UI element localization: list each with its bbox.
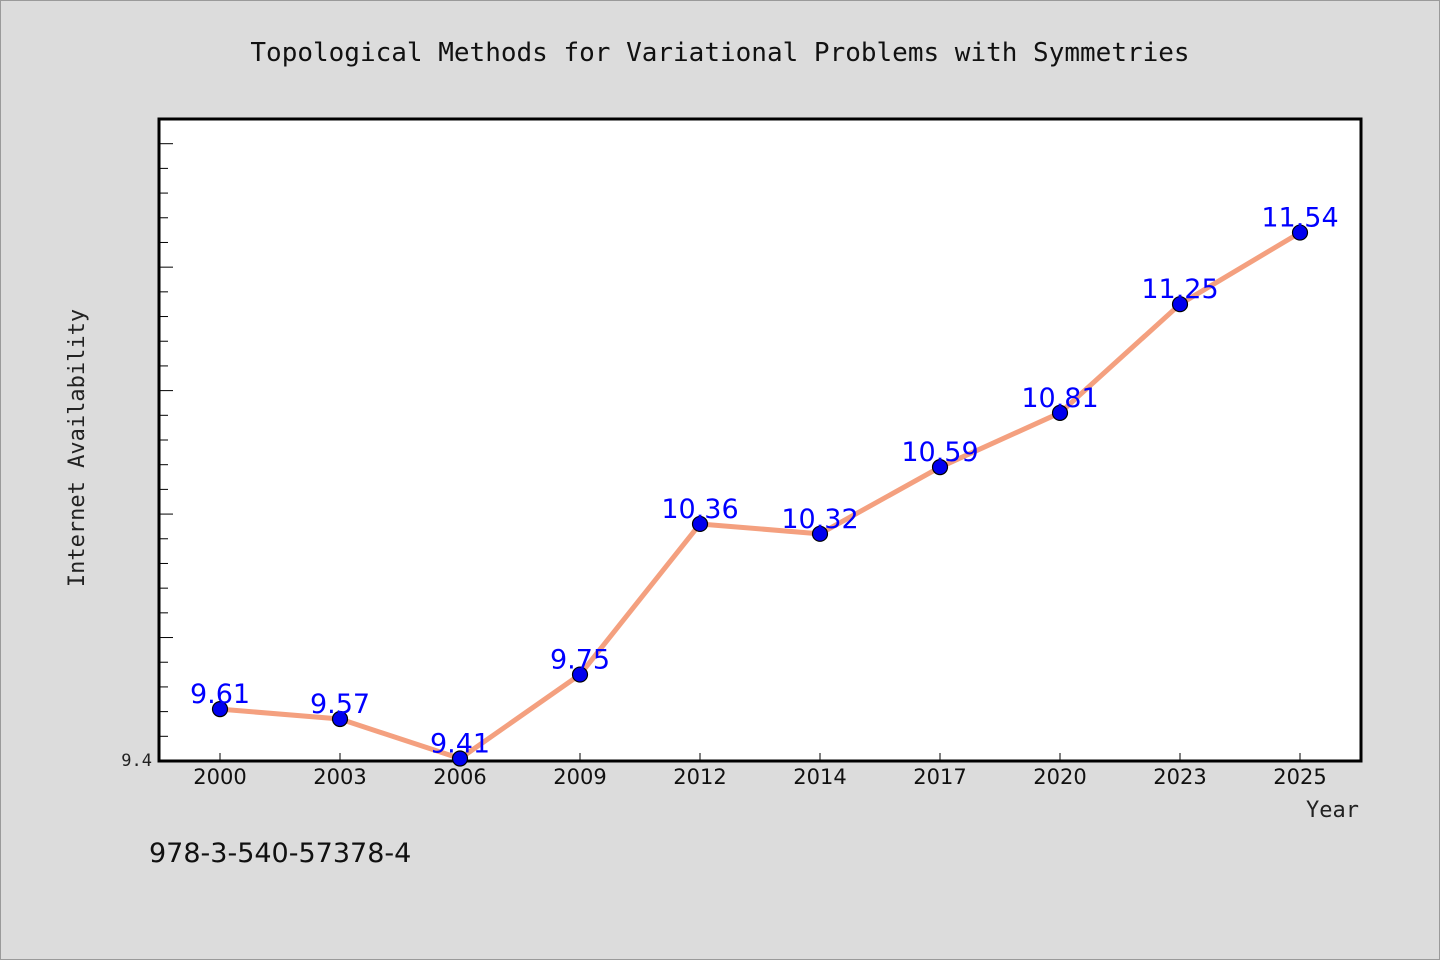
x-tick-label: 2012 [673, 765, 726, 789]
data-label: 10.81 [1021, 383, 1098, 414]
x-tick-label: 2000 [193, 765, 246, 789]
data-label: 9.61 [190, 679, 250, 710]
x-tick-label: 2020 [1033, 765, 1086, 789]
data-label: 9.41 [430, 729, 490, 760]
data-point [211, 701, 229, 718]
data-label: 9.57 [310, 689, 370, 720]
data-point [931, 459, 949, 476]
data-point [691, 515, 709, 533]
data-point [1171, 296, 1189, 313]
x-tick-label: 2025 [1273, 765, 1326, 789]
data-point [571, 666, 589, 683]
x-axis-label: Year [1306, 798, 1359, 823]
isbn-text: 978-3-540-57378-4 [149, 838, 411, 869]
x-tick-label: 2003 [313, 765, 366, 789]
y-axis-ticks [159, 143, 173, 762]
data-point [1051, 404, 1069, 421]
data-point [1291, 224, 1309, 241]
x-tick-label: 2009 [553, 765, 606, 789]
data-label: 10.32 [781, 504, 858, 535]
data-point [811, 525, 829, 542]
y-tick-label: 9.4 [121, 751, 152, 771]
data-point [451, 750, 469, 767]
data-label: 11.25 [1141, 274, 1218, 305]
series-line [217, 230, 1303, 762]
data-label: 11.54 [1261, 203, 1338, 234]
y-axis-label: Internet Availability [65, 309, 90, 587]
x-tick-label: 2023 [1153, 765, 1206, 789]
x-tick-label: 2014 [793, 765, 846, 789]
x-axis-tick-labels: 2000 2003 2006 2009 2012 2014 2017 2020 2023 2025 [193, 765, 1326, 789]
x-tick-label: 2017 [913, 765, 966, 789]
chart-title: Topological Methods for Variational Prob… [250, 38, 1189, 68]
series-markers [211, 224, 1309, 767]
data-labels: 9.61 9.57 9.41 9.75 10.36 10.32 10.59 10.81 11.2… [190, 203, 1339, 760]
data-label: 10.59 [901, 437, 978, 468]
plot-area [157, 117, 1363, 763]
data-point [331, 710, 349, 728]
data-label: 10.36 [661, 494, 738, 525]
x-tick-label: 2006 [433, 765, 486, 789]
data-label: 9.75 [550, 645, 610, 676]
